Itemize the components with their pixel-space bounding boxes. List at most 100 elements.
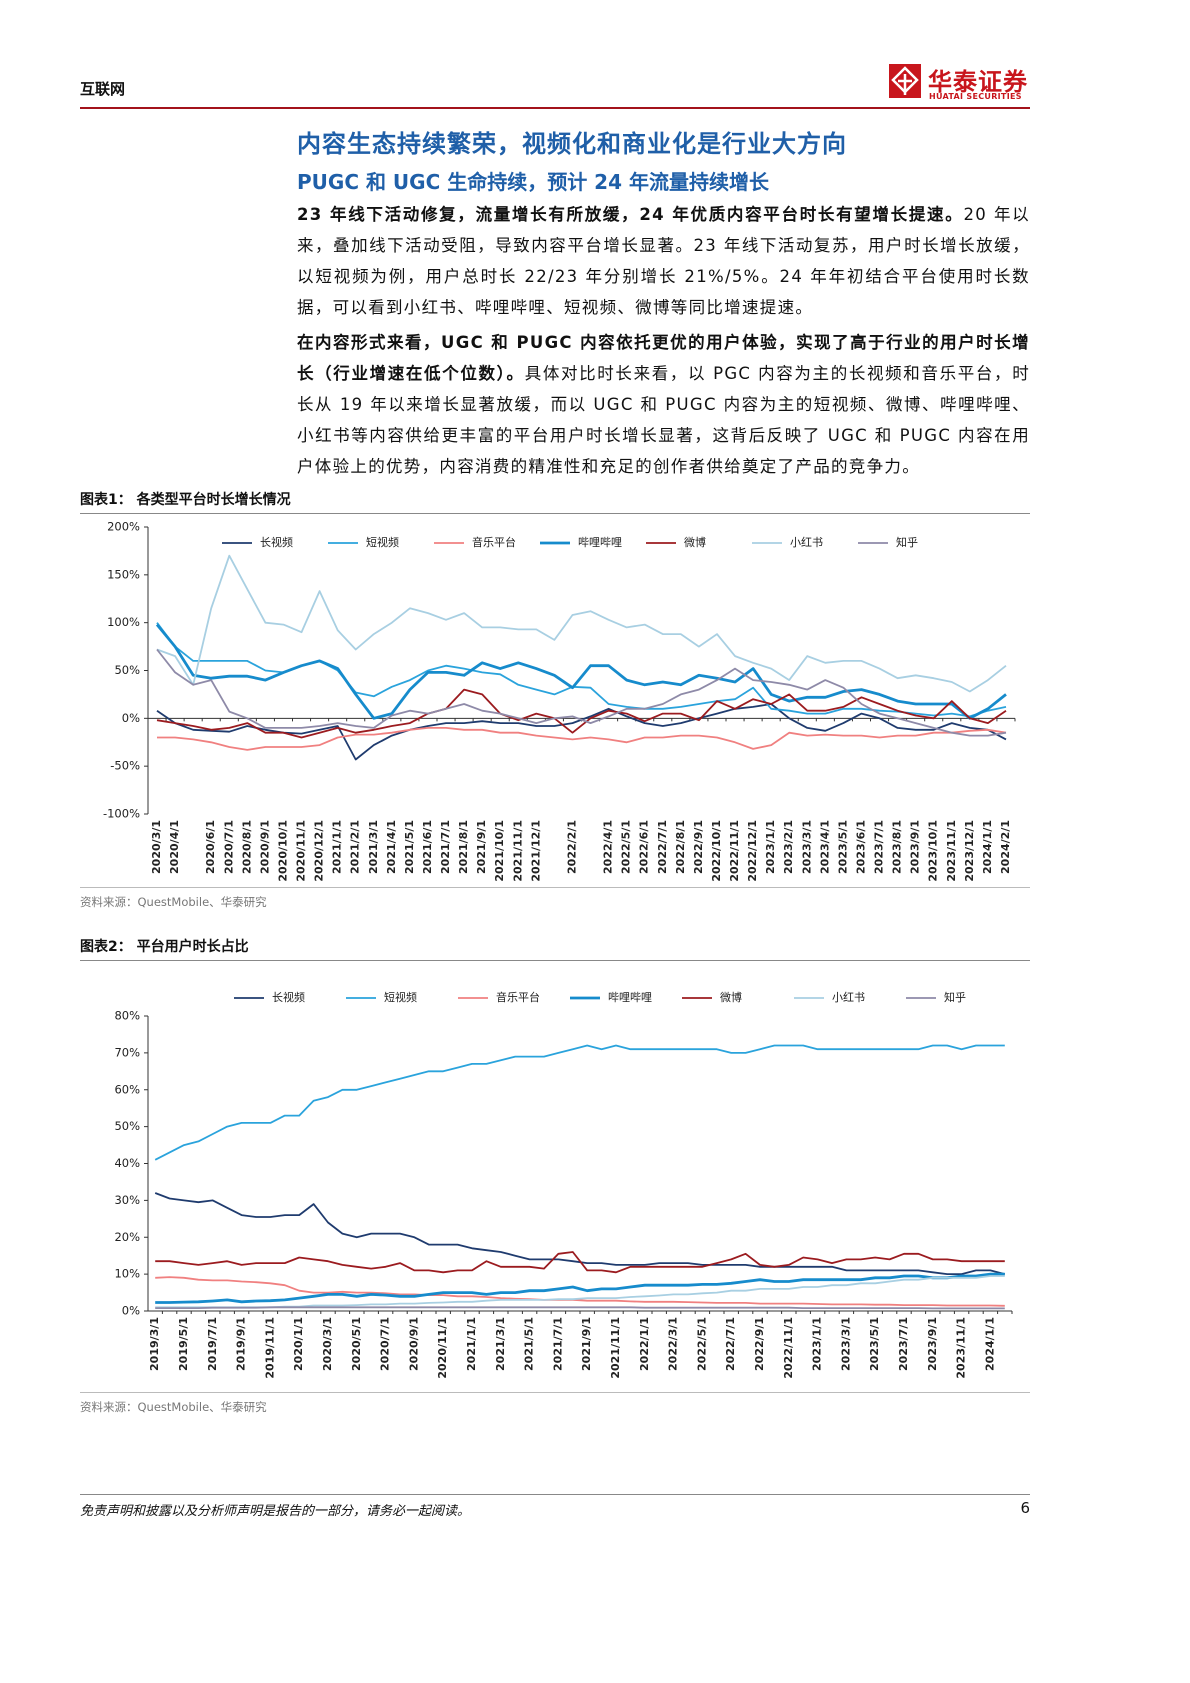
x-tick-label: 2023/9/1 [926,1317,939,1371]
x-tick-label: 2021/2/1 [349,820,362,874]
footer-rule [80,1494,1030,1495]
x-tick-label: 2020/3/1 [150,820,163,874]
x-tick-label: 2022/7/1 [656,820,669,874]
x-tick-label: 2022/12/1 [746,820,759,882]
header-rule [80,107,1030,109]
x-tick-label: 2020/11/1 [436,1317,449,1379]
series-line [155,1276,1005,1307]
legend-label: 短视频 [384,990,417,1004]
x-tick-label: 2020/9/1 [258,820,271,874]
x-tick-label: 2024/1/1 [981,820,994,874]
x-tick-label: 2019/9/1 [235,1317,248,1371]
x-tick-label: 2023/6/1 [854,820,867,874]
legend-label: 哔哩哔哩 [578,536,622,549]
x-tick-label: 2022/3/1 [667,1317,680,1371]
logo-text: 华泰证券 [928,68,1028,96]
series-line [155,623,1007,720]
y-tick-label: 30% [114,1193,140,1207]
heading: 内容生态持续繁荣，视频化和商业化是行业大方向 [297,130,847,158]
y-tick-label: -50% [110,759,140,773]
x-tick-label: 2020/4/1 [168,820,181,874]
page-number: 6 [1020,1499,1030,1517]
legend-label: 微博 [720,990,742,1004]
x-tick-label: 2021/11/1 [511,820,524,882]
x-tick-label: 2021/1/1 [331,820,344,874]
x-tick-label: 2021/9/1 [475,820,488,874]
series-line [155,1272,1005,1304]
legend-label: 知乎 [896,535,918,549]
x-tick-label: 2022/4/1 [602,820,615,874]
x-tick-label: 2019/11/1 [263,1317,276,1379]
paragraph: 在内容形式来看，UGC 和 PUGC 内容依托更优的用户体验，实现了高于行业的用… [297,327,1030,482]
footer-disclaimer: 免责声明和披露以及分析师声明是报告的一部分，请务必一起阅读。 [80,1504,471,1519]
legend-label: 哔哩哔哩 [608,991,652,1004]
paragraph-lead: 在内容形式来看，UGC 和 PUGC 内容依托更优的用户体验，实现了高于行业的用… [297,333,1030,383]
x-tick-label: 2024/1/1 [983,1317,996,1371]
series-line [154,1044,1005,1161]
legend-label: 微博 [684,535,706,549]
x-tick-label: 2019/3/1 [148,1317,161,1371]
logo-icon [889,64,921,98]
y-tick-label: 150% [107,567,140,581]
legend-label: 短视频 [366,535,399,549]
legend-label: 长视频 [260,535,293,549]
series-line [156,622,1007,718]
legend-label: 知乎 [944,990,966,1004]
x-tick-label: 2022/5/1 [620,820,633,874]
x-tick-label: 2023/3/1 [839,1317,852,1371]
x-tick-label: 2022/8/1 [674,820,687,874]
chart: -100% -50% 0% 50% 100% 150% 200% 2020/3/1 2020/4… [103,520,1016,882]
x-tick-label: 2021/9/1 [580,1317,593,1371]
x-tick-label: 2021/12/1 [529,820,542,882]
figure-caption: 图表1： 各类型平台时长增长情况 [80,489,1030,514]
series-line [156,648,1007,737]
x-tick-label: 2020/1/1 [292,1317,305,1371]
x-tick-label: 2021/4/1 [385,820,398,874]
series-line [157,727,1007,751]
x-tick-label: 2022/10/1 [710,820,723,882]
y-tick-label: 20% [114,1230,140,1244]
x-tick-label: 2023/1/1 [811,1317,824,1371]
x-tick-label: 2023/3/1 [800,820,813,874]
x-tick-label: 2020/12/1 [313,820,326,882]
x-tick-label: 2023/5/1 [868,1317,881,1371]
x-tick-label: 2020/9/1 [407,1317,420,1371]
y-tick-label: 200% [107,520,140,534]
x-tick-label: 2019/5/1 [177,1317,190,1371]
x-tick-label: 2023/8/1 [891,820,904,874]
x-tick-label: 2023/4/1 [818,820,831,874]
x-tick-label: 2022/7/1 [724,1317,737,1371]
series-line [155,1306,1005,1310]
x-tick-label: 2020/11/1 [295,820,308,882]
y-tick-label: -100% [103,807,140,821]
x-tick-label: 2024/2/1 [999,820,1012,874]
x-tick-label: 2021/1/1 [465,1317,478,1371]
y-tick-label: 60% [114,1082,140,1096]
series-line [156,554,1007,693]
x-tick-label: 2022/9/1 [753,1317,766,1371]
paragraph: 23 年线下活动修复，流量增长有所放缓，24 年优质内容平台时长有望增长提速。2… [297,199,1030,323]
legend-label: 音乐平台 [472,535,516,549]
figure-source: 资料来源：QuestMobile、华泰研究 [80,887,1030,910]
x-tick-label: 2022/2/1 [565,820,578,874]
x-tick-label: 2022/6/1 [638,820,651,874]
x-tick-label: 2023/1/1 [764,820,777,874]
x-tick-label: 2020/6/1 [204,820,217,874]
x-tick-label: 2022/11/1 [728,820,741,882]
x-tick-label: 2019/7/1 [206,1317,219,1371]
x-tick-label: 2022/9/1 [692,820,705,874]
y-tick-label: 80% [114,1009,140,1023]
y-tick-label: 50% [114,1119,140,1133]
x-tick-label: 2021/5/1 [523,1317,536,1371]
legend-label: 小红书 [832,991,865,1004]
paragraph-lead: 23 年线下活动修复，流量增长有所放缓，24 年优质内容平台时长有望增长提速。 [297,205,964,224]
y-tick-label: 70% [114,1045,140,1059]
x-tick-label: 2021/10/1 [493,820,506,882]
x-tick-label: 2020/8/1 [240,820,253,874]
x-tick-label: 2020/5/1 [350,1317,363,1371]
x-tick-label: 2020/3/1 [321,1317,334,1371]
x-tick-label: 2023/7/1 [873,820,886,874]
x-tick-label: 2021/5/1 [403,820,416,874]
x-tick-label: 2022/5/1 [695,1317,708,1371]
x-tick-label: 2023/5/1 [836,820,849,874]
